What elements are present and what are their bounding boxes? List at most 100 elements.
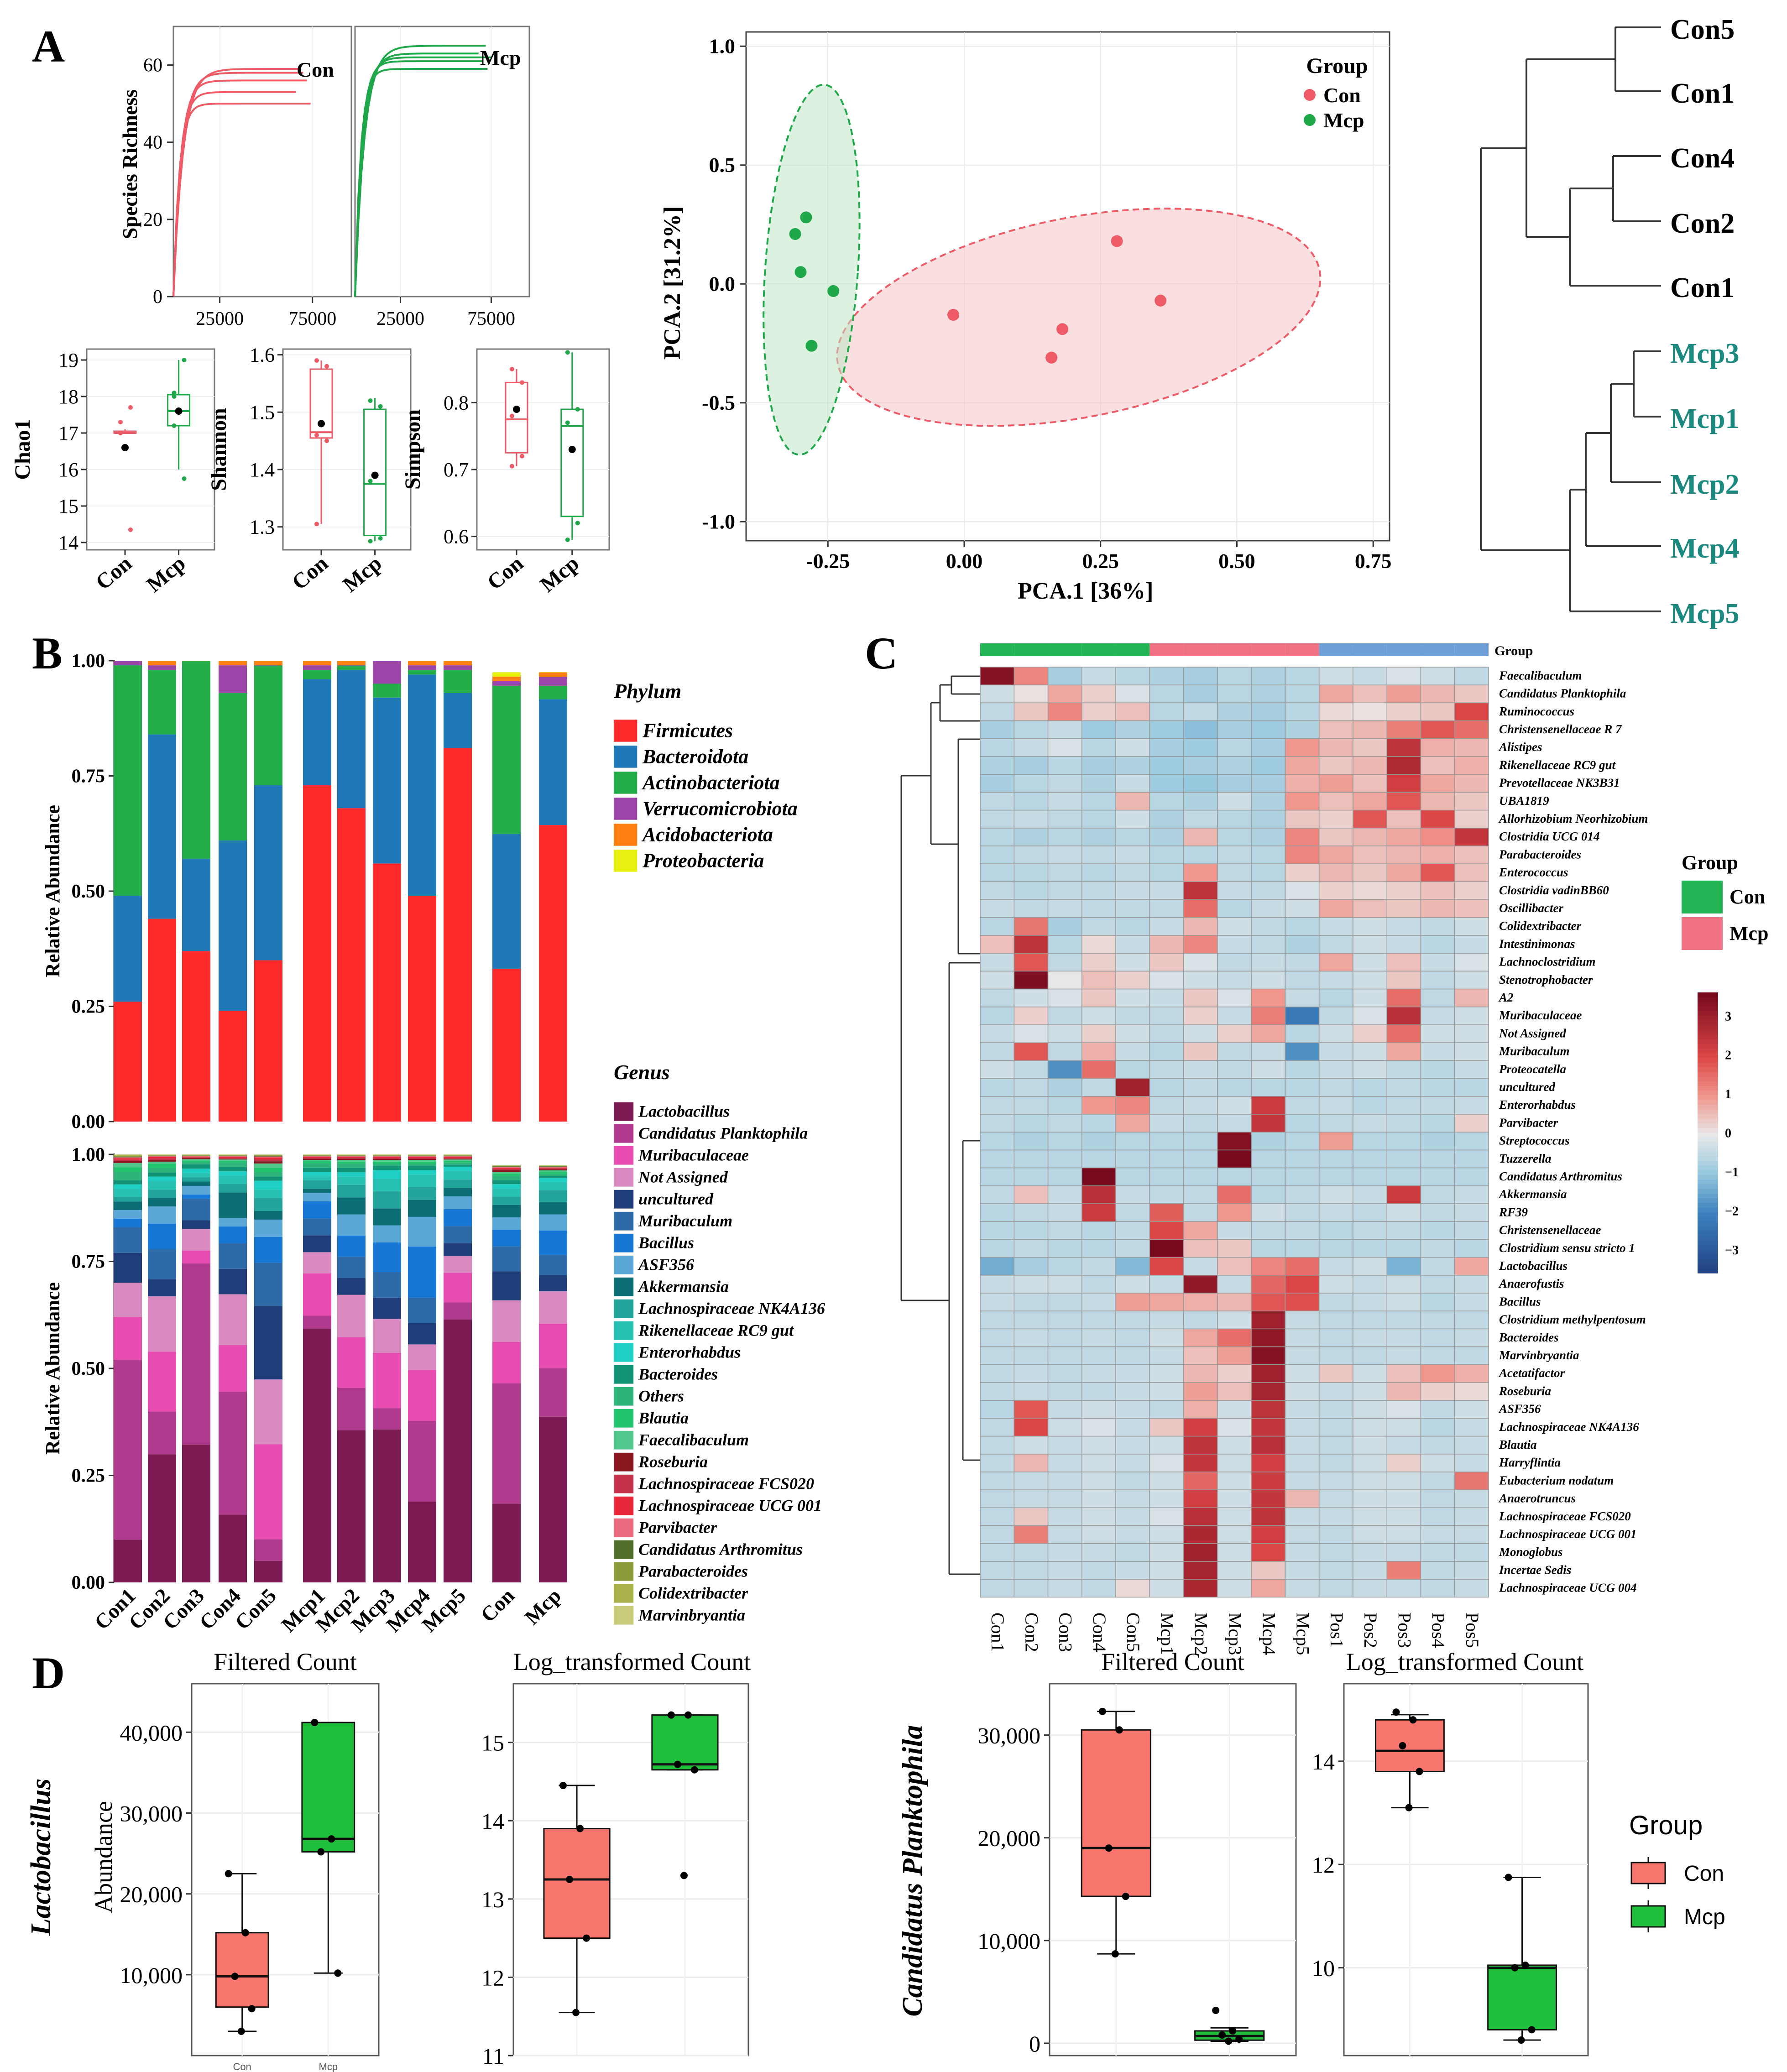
heatmap-cell	[1318, 1257, 1353, 1276]
heatmap-cell	[1047, 881, 1082, 900]
gen-bar-segment	[254, 1198, 282, 1211]
genus-x-tick-label: Con4	[195, 1584, 245, 1634]
heatmap-cell	[1217, 809, 1252, 829]
heatmap-cell	[1353, 738, 1387, 757]
gen-bar-segment	[408, 1421, 436, 1502]
heatmap-cell	[1420, 1042, 1455, 1061]
heatmap-cell	[1115, 1489, 1150, 1508]
pca-point-con	[947, 309, 960, 321]
heatmap-cell	[1082, 1435, 1116, 1455]
d-point	[1409, 1716, 1417, 1724]
gen-y-tick-label: 0.25	[72, 1466, 105, 1487]
heatmap-cell	[1420, 971, 1455, 990]
heatmap-cell	[1285, 1489, 1320, 1508]
d-point	[241, 1929, 249, 1936]
heatmap-cell	[1251, 667, 1286, 685]
heatmap-cell	[1217, 971, 1252, 990]
gen-bar-segment	[373, 1179, 401, 1192]
d-y-tick-label: 10,000	[978, 1928, 1041, 1954]
gen-bar-segment	[444, 1302, 472, 1320]
heatmap-cell	[1082, 1078, 1116, 1097]
heatmap-column-label: Mcp2	[1191, 1613, 1212, 1655]
gen-legend-swatch	[614, 1190, 634, 1209]
heatmap-column-label: Pos4	[1428, 1613, 1449, 1648]
heatmap-cell	[1047, 828, 1082, 846]
heatmap-scale-segment	[1698, 1217, 1718, 1222]
heatmap-cell	[1014, 684, 1049, 704]
pca-y-tick-label: 0.5	[709, 153, 736, 177]
heatmap-cell	[1251, 1149, 1286, 1169]
gen-bar-segment	[444, 1196, 472, 1209]
heatmap-cell	[980, 1257, 1015, 1276]
d-point	[690, 1766, 698, 1774]
gen-bar-segment	[337, 1214, 366, 1236]
heatmap-cell	[1082, 1525, 1116, 1544]
heatmap-group-bar-cell	[980, 643, 1014, 656]
heatmap-cell	[980, 1543, 1015, 1562]
heatmap-cell	[1454, 1543, 1489, 1562]
heatmap-scale-segment	[1698, 1180, 1718, 1185]
gen-bar-segment	[303, 1193, 331, 1201]
gen-bar-segment	[337, 1176, 366, 1185]
heatmap-cell	[1082, 1203, 1116, 1222]
heatmap-cell	[1251, 1400, 1286, 1419]
heatmap-cell	[1014, 846, 1049, 864]
heatmap-cell	[1014, 1310, 1049, 1330]
heatmap-cell	[1318, 917, 1353, 936]
heatmap-cell	[1353, 1114, 1387, 1133]
panel-letter-c: C	[865, 628, 898, 678]
heatmap-cell	[1386, 1543, 1421, 1562]
heatmap-cell	[1082, 1096, 1116, 1115]
gen-legend-label: Lachnospiraceae FCS020	[638, 1475, 814, 1493]
d-box	[1487, 1964, 1557, 2030]
gen-legend-swatch	[614, 1124, 634, 1143]
gen-bar-segment	[148, 1189, 176, 1198]
heatmap-cell	[980, 1489, 1015, 1508]
heatmap-cell	[1285, 1078, 1320, 1097]
heatmap-cell	[1285, 1561, 1320, 1580]
heatmap-cell	[1047, 756, 1082, 775]
pca-point-con	[1045, 351, 1058, 364]
phyl-bar-segment	[337, 670, 366, 809]
heatmap-cell	[1386, 774, 1421, 793]
heatmap-cell	[1183, 720, 1218, 739]
heatmap-cell	[1454, 1203, 1489, 1222]
heatmap-cell	[1251, 1507, 1286, 1526]
heatmap-cell	[1115, 1454, 1150, 1472]
heatmap-cell	[1149, 1382, 1184, 1401]
heatmap-cell	[1183, 881, 1218, 900]
gen-bar-segment	[114, 1218, 142, 1227]
heatmap-cell	[1149, 774, 1184, 793]
heatmap-row-label: Lachnospiraceae UCG 004	[1499, 1581, 1636, 1595]
gen-bar-segment	[539, 1416, 567, 1582]
heatmap-cell	[1454, 1078, 1489, 1097]
heatmap-cell	[1115, 863, 1150, 882]
heatmap-scale-segment	[1698, 1034, 1718, 1040]
heatmap-cell	[1115, 1418, 1150, 1437]
heatmap-cell	[1386, 738, 1421, 757]
gen-bar-segment	[444, 1155, 472, 1156]
heatmap-cell	[1318, 1185, 1353, 1204]
gen-bar-segment	[373, 1429, 401, 1582]
heatmap-cell	[1115, 809, 1150, 829]
heatmap-cell	[1420, 899, 1455, 918]
phyl-bar-segment	[373, 684, 401, 698]
heatmap-scale-segment	[1698, 1198, 1718, 1203]
heatmap-cell	[1285, 953, 1320, 972]
heatmap-scale-segment	[1698, 1170, 1718, 1175]
heatmap-cell	[1353, 846, 1387, 864]
phyl-bar-segment	[408, 661, 436, 666]
heatmap-cell	[1251, 1221, 1286, 1240]
heatmap-cell	[1285, 1310, 1320, 1330]
heatmap-cell	[1149, 917, 1184, 936]
heatmap-cell	[1149, 1185, 1184, 1204]
pca-plot: -0.25 0.00 0.25 0.50 0.75-1.0-0.50.00.51.0Gr…	[659, 31, 1391, 604]
heatmap-cell	[1318, 684, 1353, 704]
gen-bar-segment	[492, 1180, 521, 1185]
heatmap-cell	[1420, 809, 1455, 829]
heatmap-cell	[1217, 1507, 1252, 1526]
heatmap-cell	[1217, 684, 1252, 704]
heatmap-scale-segment	[1698, 1100, 1718, 1105]
heatmap-cell	[980, 1024, 1015, 1043]
